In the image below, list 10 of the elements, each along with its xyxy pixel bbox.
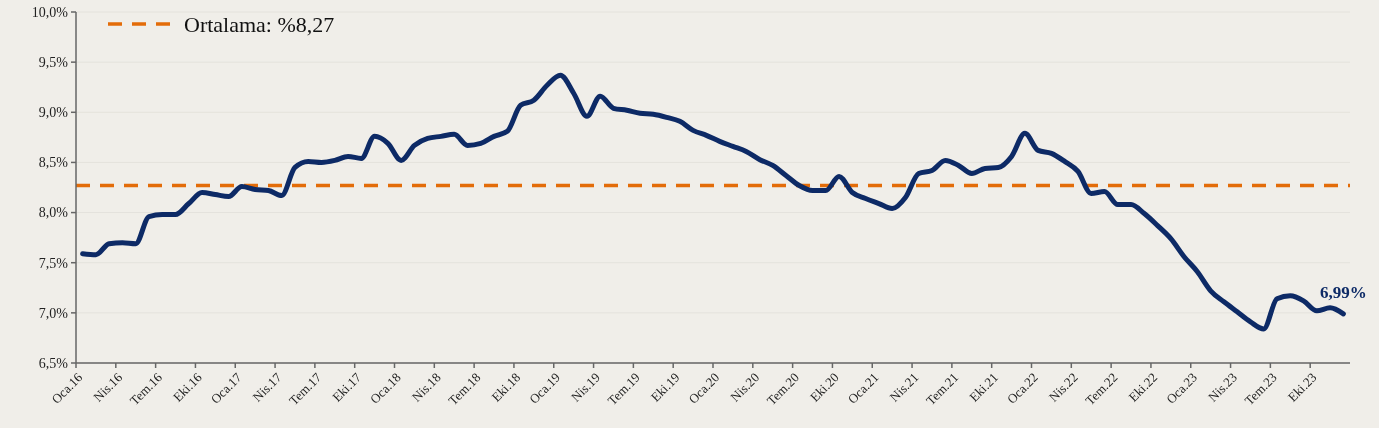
y-tick-label: 7,5% [38, 255, 69, 271]
y-tick-label: 8,0% [38, 205, 69, 221]
y-tick-label: 9,0% [38, 105, 69, 121]
y-tick-label: 9,5% [38, 55, 69, 71]
y-tick-label: 10,0% [31, 4, 69, 20]
y-tick-label: 8,5% [38, 155, 69, 171]
data-label: 6,99% [1319, 282, 1367, 302]
legend-label: Ortalama: %8,27 [184, 11, 335, 37]
y-tick-label: 6,5% [38, 355, 69, 371]
y-tick-label: 7,0% [38, 305, 69, 321]
